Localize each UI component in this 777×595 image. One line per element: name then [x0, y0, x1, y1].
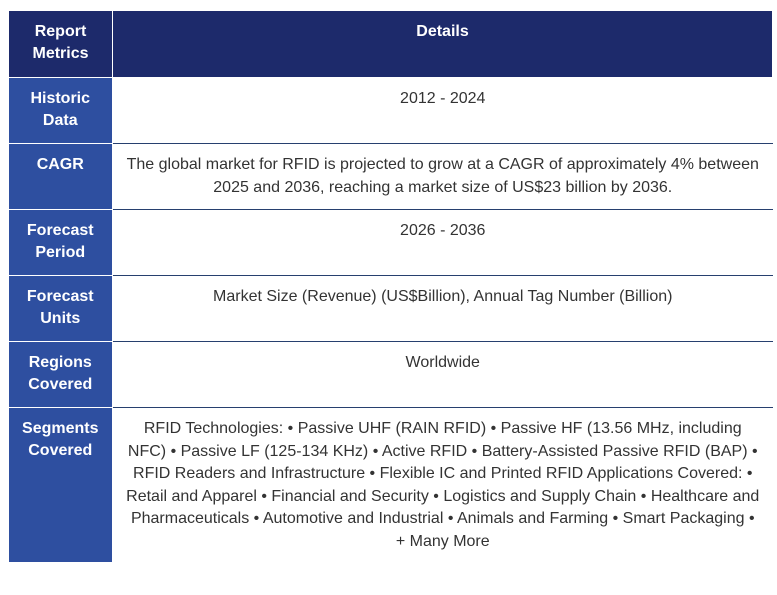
- detail-cell: The global market for RFID is projected …: [112, 143, 773, 210]
- detail-cell: RFID Technologies: • Passive UHF (RAIN R…: [112, 407, 773, 562]
- table-row-forecast-units: Forecast Units Market Size (Revenue) (US…: [8, 275, 773, 342]
- metric-cell: Forecast Period: [8, 209, 113, 276]
- metric-cell: CAGR: [8, 143, 113, 210]
- report-metrics-table: Report Metrics Details Historic Data 201…: [8, 10, 773, 562]
- detail-cell: 2012 - 2024: [112, 77, 773, 144]
- table-body: Historic Data 2012 - 2024 CAGR The globa…: [8, 77, 773, 562]
- header-row: Report Metrics Details: [8, 10, 773, 78]
- metric-cell: Historic Data: [8, 77, 113, 144]
- table-header: Report Metrics Details: [8, 10, 773, 78]
- metric-cell: Regions Covered: [8, 341, 113, 408]
- detail-cell: Market Size (Revenue) (US$Billion), Annu…: [112, 275, 773, 342]
- table-row-regions-covered: Regions Covered Worldwide: [8, 341, 773, 408]
- detail-cell: Worldwide: [112, 341, 773, 408]
- table-row-historic-data: Historic Data 2012 - 2024: [8, 77, 773, 144]
- header-report-metrics: Report Metrics: [8, 10, 113, 78]
- table-row-cagr: CAGR The global market for RFID is proje…: [8, 143, 773, 210]
- table-row-forecast-period: Forecast Period 2026 - 2036: [8, 209, 773, 276]
- metric-cell: Forecast Units: [8, 275, 113, 342]
- detail-cell: 2026 - 2036: [112, 209, 773, 276]
- metric-cell: Segments Covered: [8, 407, 113, 562]
- header-details: Details: [112, 10, 773, 78]
- table-row-segments-covered: Segments Covered RFID Technologies: • Pa…: [8, 407, 773, 562]
